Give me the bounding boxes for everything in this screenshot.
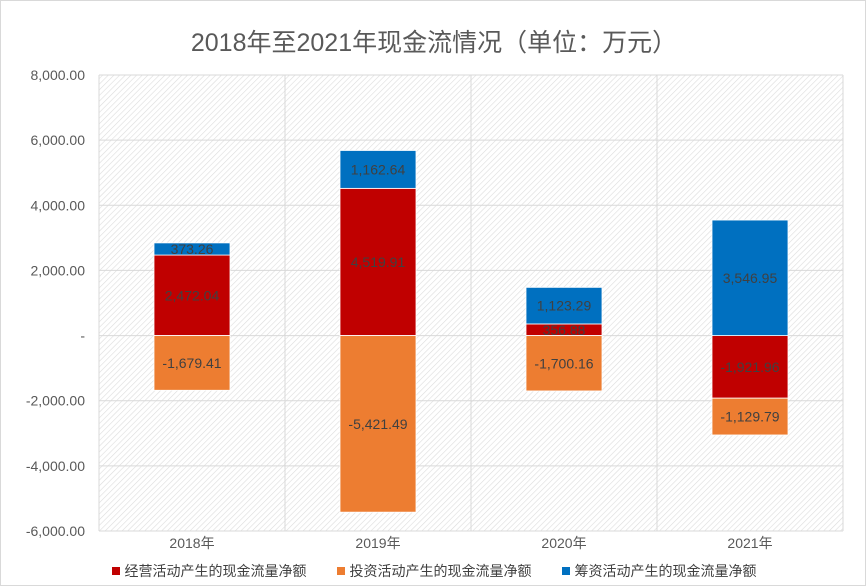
data-label: -5,421.49 <box>348 416 407 432</box>
y-tick-label: -2,000.00 <box>26 393 85 409</box>
legend-item: 筹资活动产生的现金流量净额 <box>561 563 757 579</box>
y-tick-label: -4,000.00 <box>26 458 85 474</box>
data-label: 1,162.64 <box>351 161 406 177</box>
data-label: 1,123.29 <box>537 298 592 314</box>
legend: 经营活动产生的现金流量净额 投资活动产生的现金流量净额 筹资活动产生的现金流量净额 <box>1 563 865 579</box>
legend-label: 筹资活动产生的现金流量净额 <box>574 563 757 579</box>
y-tick-label: 8,000.00 <box>31 67 86 83</box>
bar-segment <box>525 286 603 325</box>
bar-segment <box>525 335 603 392</box>
data-label: -1,921.96 <box>720 359 779 375</box>
y-tick-label: 6,000.00 <box>31 132 86 148</box>
legend-label: 投资活动产生的现金流量净额 <box>349 563 532 579</box>
data-label: 4,519.91 <box>351 254 406 270</box>
legend-swatch <box>111 567 120 575</box>
legend-label: 经营活动产生的现金流量净额 <box>124 563 307 579</box>
chart-title: 2018年至2021年现金流情况（单位：万元） <box>190 29 678 57</box>
x-tick-label: 2018年 <box>169 535 214 551</box>
data-label: -1,129.79 <box>720 409 779 425</box>
y-tick-label: -6,000.00 <box>26 523 85 539</box>
y-tick-label: 2,000.00 <box>31 262 86 278</box>
data-label: -1,679.41 <box>162 355 221 371</box>
bar-segment <box>711 397 789 436</box>
data-label: 3,546.95 <box>723 270 778 286</box>
legend-item: 经营活动产生的现金流量净额 <box>111 563 307 579</box>
bar-segment <box>153 335 231 391</box>
bar-segment <box>339 335 417 513</box>
data-label: 356.88 <box>543 322 586 338</box>
bar-segment <box>339 150 417 189</box>
data-label: -1,700.16 <box>534 355 593 371</box>
x-tick-label: 2021年 <box>727 535 772 551</box>
legend-swatch <box>336 567 345 575</box>
y-tick-label: - <box>80 328 85 344</box>
bar-segment <box>153 242 231 256</box>
x-tick-label: 2020年 <box>541 535 586 551</box>
data-label: 373.26 <box>171 241 214 257</box>
y-tick-label: 4,000.00 <box>31 197 86 213</box>
legend-item: 投资活动产生的现金流量净额 <box>336 563 532 579</box>
x-tick-label: 2019年 <box>355 535 400 551</box>
bar-segment <box>711 219 789 336</box>
legend-swatch <box>561 567 570 575</box>
bar-segment <box>711 335 789 399</box>
data-label: 2,472.04 <box>165 287 220 303</box>
bar-segment <box>339 187 417 336</box>
